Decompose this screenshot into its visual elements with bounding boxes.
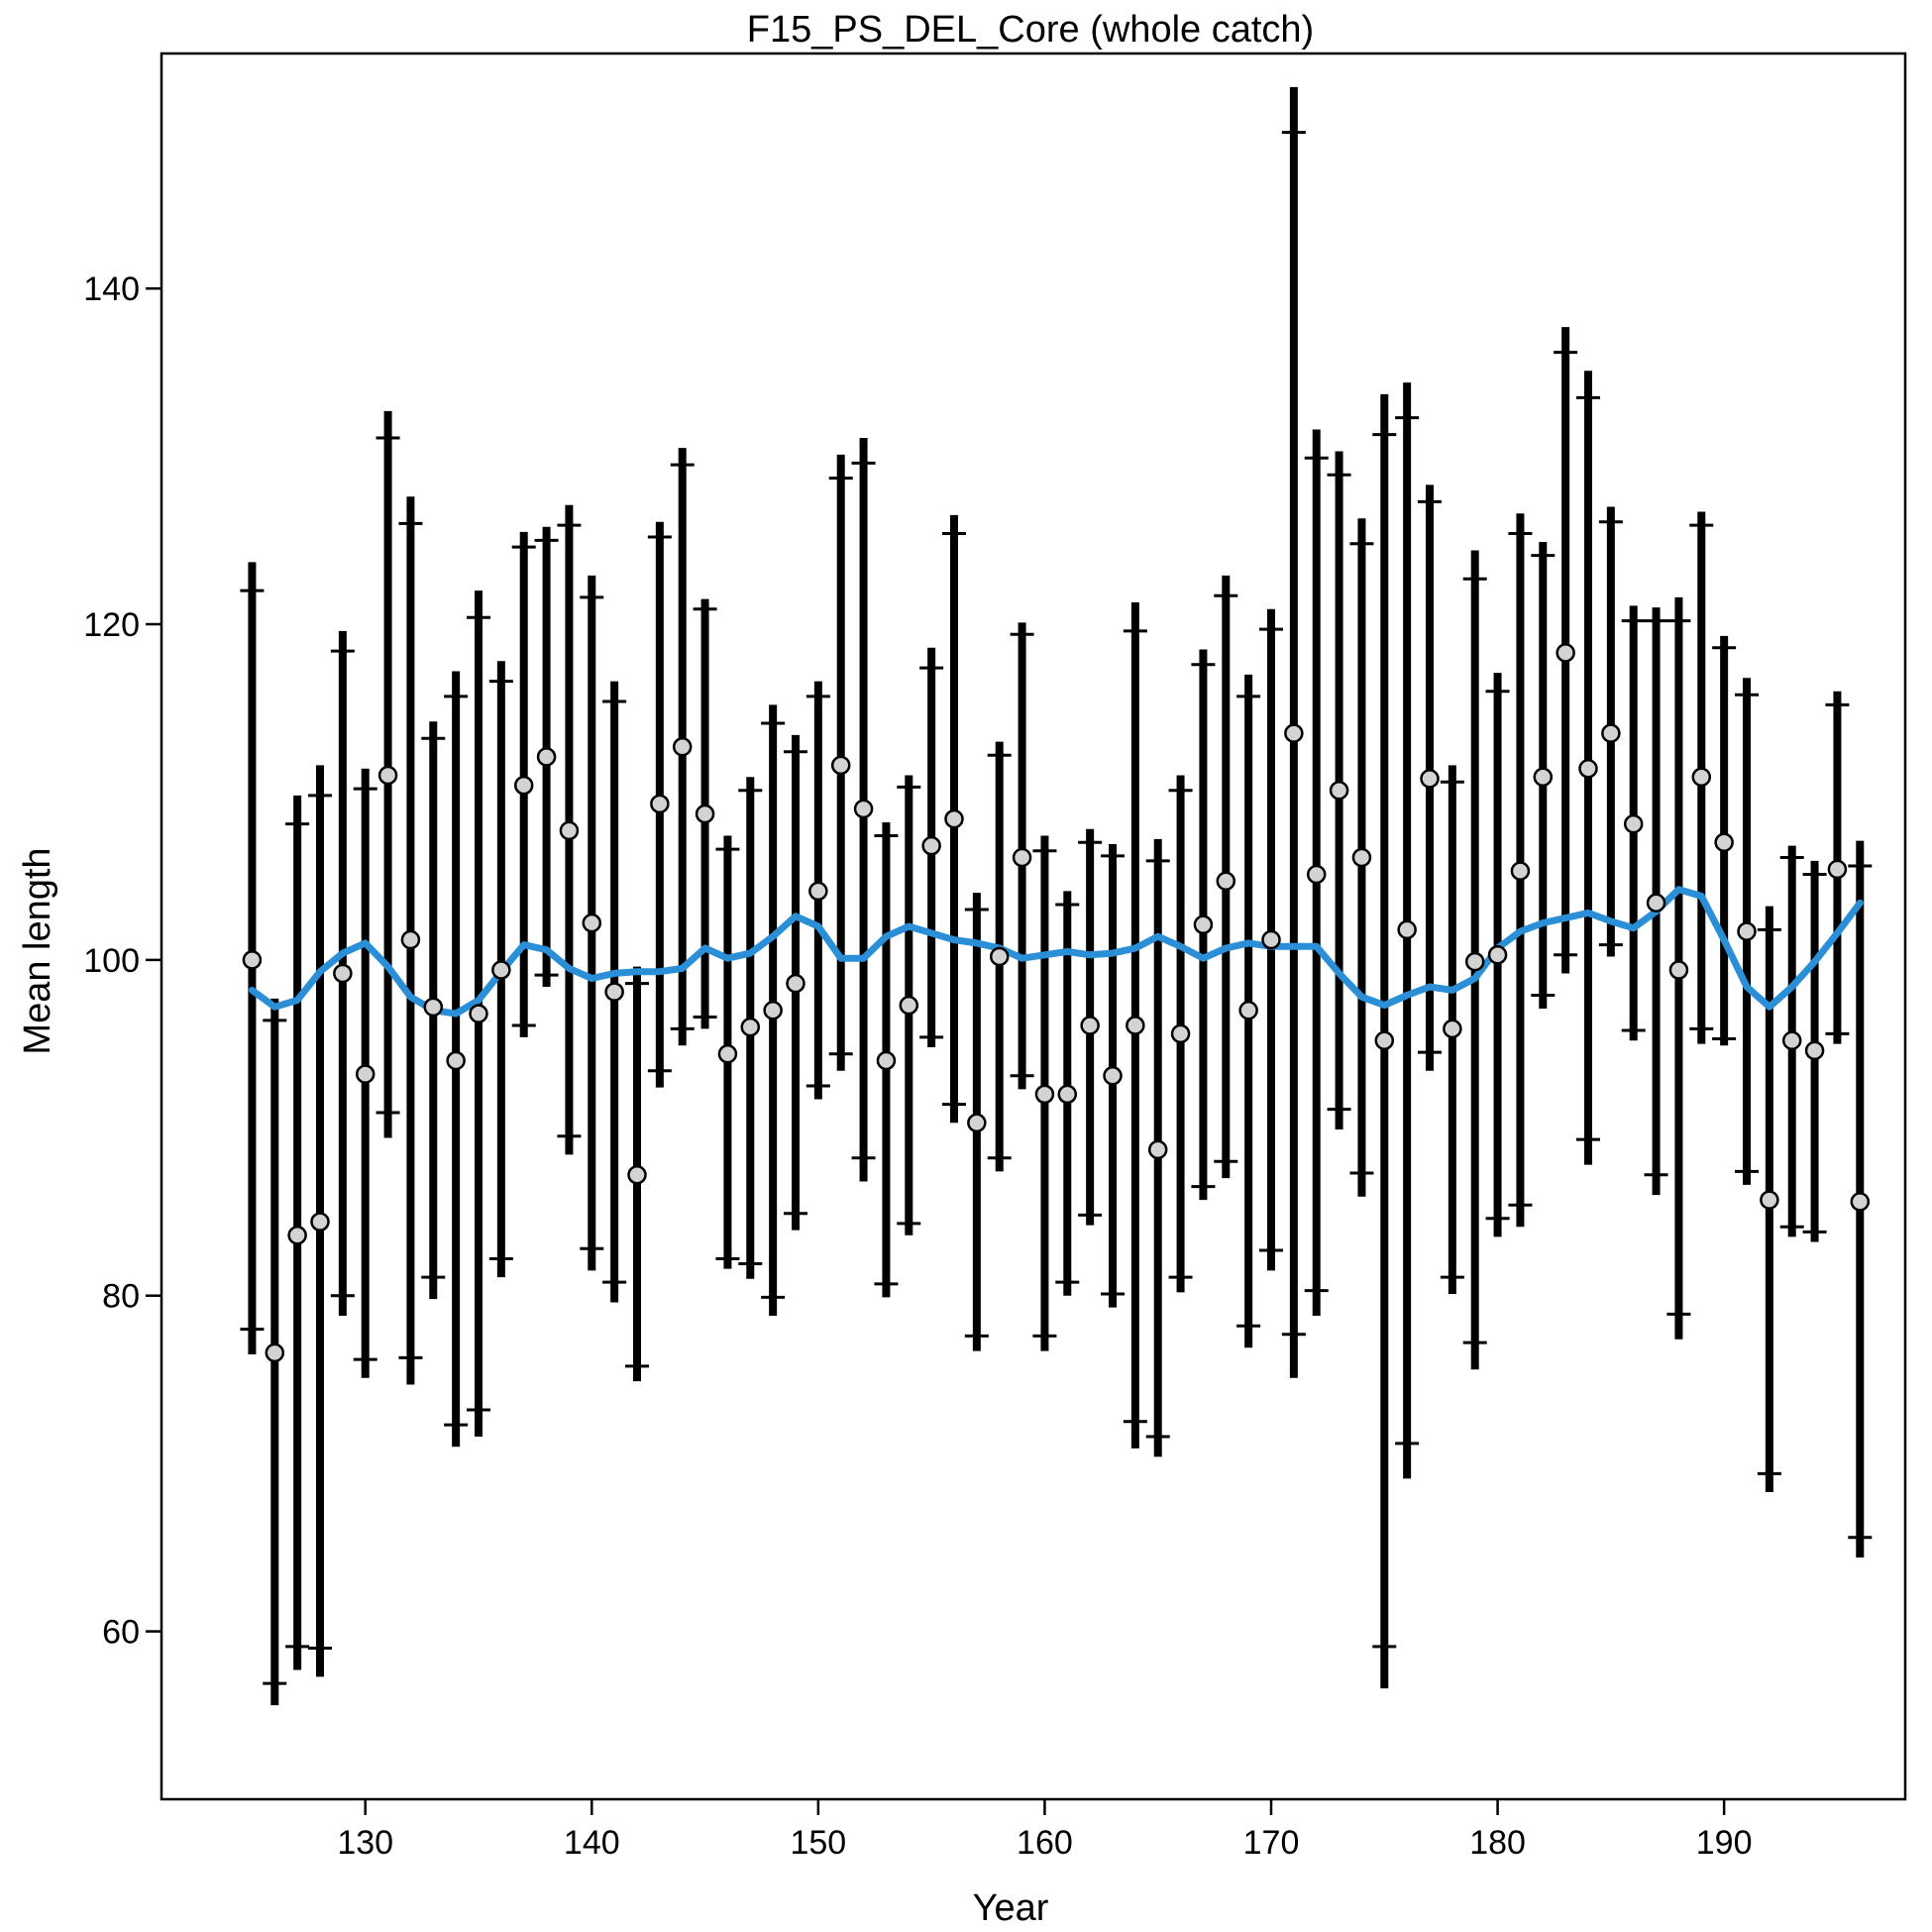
observed-point <box>1646 893 1666 913</box>
observed-point <box>1306 864 1327 885</box>
observed-point <box>1601 723 1621 743</box>
observed-point <box>1216 871 1236 892</box>
observed-point <box>717 1044 738 1064</box>
observed-point <box>1533 767 1554 787</box>
observed-point <box>672 736 693 757</box>
observed-point <box>650 794 670 814</box>
observed-point <box>377 765 398 786</box>
observed-point <box>446 1050 466 1071</box>
observed-point <box>1623 813 1644 834</box>
observed-point <box>627 1164 647 1185</box>
x-tick-label: 130 <box>337 1824 393 1862</box>
smoother-line-group <box>248 886 1864 1018</box>
chart-title: F15_PS_DEL_Core (whole catch) <box>747 9 1314 51</box>
observed-point <box>1238 1000 1258 1020</box>
observed-point <box>1170 1023 1191 1044</box>
observed-point <box>786 973 805 994</box>
observed-point <box>1261 929 1281 950</box>
observed-point <box>1012 847 1032 868</box>
observed-point <box>1781 1030 1802 1050</box>
y-axis: 60 80 100 120 140 <box>83 270 161 1652</box>
x-tick-label: 180 <box>1469 1824 1526 1862</box>
observed-point <box>559 820 580 841</box>
observed-point <box>242 950 263 970</box>
observed-point <box>967 1113 987 1132</box>
y-tick-label: 100 <box>83 942 140 980</box>
observed-point <box>400 929 421 950</box>
error-bars-inner-ticks <box>240 131 1873 1685</box>
observed-point <box>1103 1066 1123 1086</box>
observed-point <box>1510 861 1531 881</box>
x-axis-label: Year <box>973 1887 1049 1929</box>
observed-point <box>763 1000 783 1020</box>
observed-point <box>1329 781 1349 801</box>
observed-point <box>1420 769 1440 789</box>
observed-point <box>1850 1192 1871 1212</box>
observed-point <box>355 1064 376 1084</box>
observed-point <box>1034 1084 1055 1105</box>
observed-point <box>830 755 851 776</box>
x-tick-label: 190 <box>1696 1824 1753 1862</box>
observed-point <box>1668 960 1689 980</box>
plot-frame <box>160 52 1907 1801</box>
observed-point <box>1193 914 1214 935</box>
observed-point <box>808 881 828 902</box>
observed-point <box>740 1017 761 1037</box>
observed-point <box>469 1004 488 1023</box>
observed-point <box>899 995 919 1016</box>
observed-points <box>242 643 1871 1363</box>
observed-point <box>536 747 557 767</box>
observed-point <box>604 982 624 1002</box>
smoother-line <box>248 886 1864 1018</box>
observed-point <box>1147 1139 1168 1160</box>
observed-point <box>1284 723 1304 743</box>
observed-point <box>1351 847 1372 868</box>
observed-point <box>853 799 874 819</box>
observed-point <box>921 835 941 856</box>
observed-point <box>1827 859 1848 880</box>
observed-point <box>1397 919 1417 940</box>
observed-point <box>582 912 602 933</box>
observed-point <box>989 946 1010 967</box>
observed-point <box>1804 1040 1825 1061</box>
observed-point <box>1714 832 1734 853</box>
observed-point <box>1487 945 1508 965</box>
observed-point <box>695 804 715 824</box>
x-tick-label: 160 <box>1017 1824 1073 1862</box>
x-tick-label: 170 <box>1243 1824 1300 1862</box>
observed-point <box>1443 1019 1462 1039</box>
observed-point <box>423 997 444 1018</box>
observed-point <box>491 960 511 980</box>
observed-point <box>1691 767 1712 787</box>
observed-point <box>1760 1190 1779 1210</box>
error-bars-outer <box>248 86 1865 1706</box>
observed-point <box>944 808 964 829</box>
observed-point <box>287 1225 307 1245</box>
y-tick-label: 80 <box>102 1278 140 1316</box>
observed-point <box>1556 643 1575 663</box>
observed-point <box>1057 1084 1078 1105</box>
y-tick-label: 120 <box>83 606 140 644</box>
y-tick-label: 60 <box>102 1614 140 1652</box>
observed-point <box>1578 758 1598 779</box>
observed-point <box>1080 1016 1100 1035</box>
x-axis: 130 140 150 160 170 180 190 <box>337 1799 1753 1862</box>
observed-point <box>1374 1030 1395 1050</box>
observed-point <box>265 1342 285 1363</box>
x-tick-label: 140 <box>564 1824 620 1862</box>
observed-point <box>513 775 534 796</box>
observed-point <box>1737 921 1757 941</box>
observed-point <box>1464 951 1485 972</box>
y-tick-label: 140 <box>83 270 140 308</box>
observed-point <box>333 963 353 984</box>
observed-point <box>876 1050 897 1071</box>
observed-point <box>310 1212 330 1232</box>
observed-point <box>1126 1016 1145 1035</box>
x-tick-label: 150 <box>790 1824 846 1862</box>
y-axis-label: Mean length <box>17 847 58 1054</box>
